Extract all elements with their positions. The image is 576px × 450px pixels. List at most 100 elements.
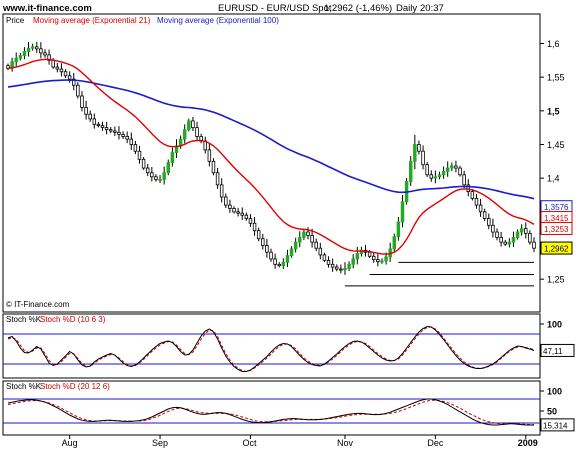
candle-body xyxy=(129,138,134,145)
candle-body xyxy=(474,197,479,206)
ma100-line xyxy=(7,79,535,200)
candle-body xyxy=(277,263,281,267)
candle-body xyxy=(174,145,179,153)
candle-body xyxy=(166,162,171,174)
candle-body xyxy=(125,135,129,140)
x-tick-label: Nov xyxy=(337,438,354,448)
candle-body xyxy=(528,232,532,243)
candle-body xyxy=(396,221,401,238)
candle-body xyxy=(298,237,302,243)
stoch2-tick-label: 50 xyxy=(547,407,557,417)
candle-body xyxy=(207,149,212,162)
candle-body xyxy=(162,172,166,180)
candle-body xyxy=(491,224,495,233)
candle-body xyxy=(232,208,236,213)
x-tick-label: Aug xyxy=(62,438,78,448)
candle-body xyxy=(376,259,380,263)
candle-body xyxy=(466,184,470,193)
candle-body xyxy=(293,241,298,250)
badge-ma21-b: 1,3253 xyxy=(544,225,569,234)
candle-body xyxy=(433,176,438,179)
candle-body xyxy=(14,57,18,63)
badge-ma100: 1,3576 xyxy=(544,203,569,212)
x-tick-label: 2009 xyxy=(518,438,538,448)
price-tick-label: 1,6 xyxy=(547,39,560,49)
candle-body xyxy=(326,259,331,265)
price-tick-label: 1,5 xyxy=(547,106,560,116)
candle-body xyxy=(137,150,142,160)
stoch1-k-line xyxy=(7,325,535,372)
candle-body xyxy=(240,212,244,216)
candle-body xyxy=(392,236,397,250)
candle-body xyxy=(310,234,314,243)
candle-body xyxy=(429,174,434,179)
badge-ma21-b-box xyxy=(540,221,573,235)
candle-body xyxy=(421,150,425,166)
candle-body xyxy=(150,172,154,178)
period-label: Daily xyxy=(396,3,417,14)
candle-body xyxy=(224,196,228,206)
x-tick-label: Oct xyxy=(242,438,257,448)
price-panel-frame xyxy=(2,13,541,313)
legend-ma100: Moving average (Exponential 100) xyxy=(157,16,279,25)
price-tick-label: 1,25 xyxy=(547,275,565,285)
candle-body xyxy=(158,179,162,181)
candle-body xyxy=(26,47,31,52)
candle-body xyxy=(367,251,372,257)
candle-body xyxy=(470,191,475,199)
candle-body xyxy=(417,144,421,152)
candle-body xyxy=(318,247,323,256)
last-price: 1,2962 (-1,46%) xyxy=(324,3,392,14)
candle-body xyxy=(92,118,97,125)
legend-stoch1-d: Stoch %D (10 6 3) xyxy=(40,315,106,324)
axes: 1,61,551,51,451,41,351,31,251,35761,3415… xyxy=(62,39,575,448)
candle-body xyxy=(154,176,158,180)
candle-body xyxy=(351,258,355,265)
candle-body xyxy=(170,152,175,164)
candle-body xyxy=(400,201,405,223)
candle-body xyxy=(121,133,125,137)
candle-body xyxy=(413,144,417,162)
candle-body xyxy=(343,267,347,271)
stoch1-plot xyxy=(3,325,540,373)
candle-body xyxy=(273,258,277,265)
candle-body xyxy=(478,204,483,213)
candle-body xyxy=(532,241,536,249)
candle-body xyxy=(22,51,27,56)
candle-body xyxy=(219,184,224,198)
candle-body xyxy=(503,241,507,245)
candle-body xyxy=(100,125,105,129)
candle-body xyxy=(437,174,442,178)
candle-body xyxy=(265,245,269,253)
candle-body xyxy=(454,165,458,169)
stoch2-k-line xyxy=(7,398,534,426)
stoch2-panel-frame xyxy=(2,380,541,436)
candle-body xyxy=(261,238,265,246)
candle-body xyxy=(18,55,23,59)
stoch2-badge: 15,314 xyxy=(543,421,568,430)
candle-body xyxy=(269,251,273,260)
candle-body xyxy=(322,254,327,261)
candle-body xyxy=(141,158,146,169)
candle-body xyxy=(145,167,150,174)
candle-body xyxy=(215,172,220,186)
ma21-line xyxy=(7,58,535,255)
legend-price: Price xyxy=(6,16,25,25)
stoch1-badge: 47,11 xyxy=(543,347,563,356)
candle-body xyxy=(187,120,191,131)
candle-body xyxy=(248,218,253,224)
candle-body xyxy=(51,59,55,68)
site-name[interactable]: www.it-finance.com xyxy=(2,3,92,14)
price-plot xyxy=(6,41,536,287)
price-tick-label: 1,4 xyxy=(547,174,560,184)
candle-body xyxy=(35,46,39,50)
candle-body xyxy=(30,46,35,49)
candle-body xyxy=(289,248,294,256)
candle-body xyxy=(113,130,117,133)
legend-ma21: Moving average (Exponential 21) xyxy=(33,16,151,25)
candle-body xyxy=(487,218,491,226)
candle-body xyxy=(482,211,487,219)
stoch1-panel-frame xyxy=(2,313,541,379)
badge-ma21-a: 1,3415 xyxy=(544,214,569,223)
copyright: © IT-Finance.com xyxy=(6,300,70,309)
